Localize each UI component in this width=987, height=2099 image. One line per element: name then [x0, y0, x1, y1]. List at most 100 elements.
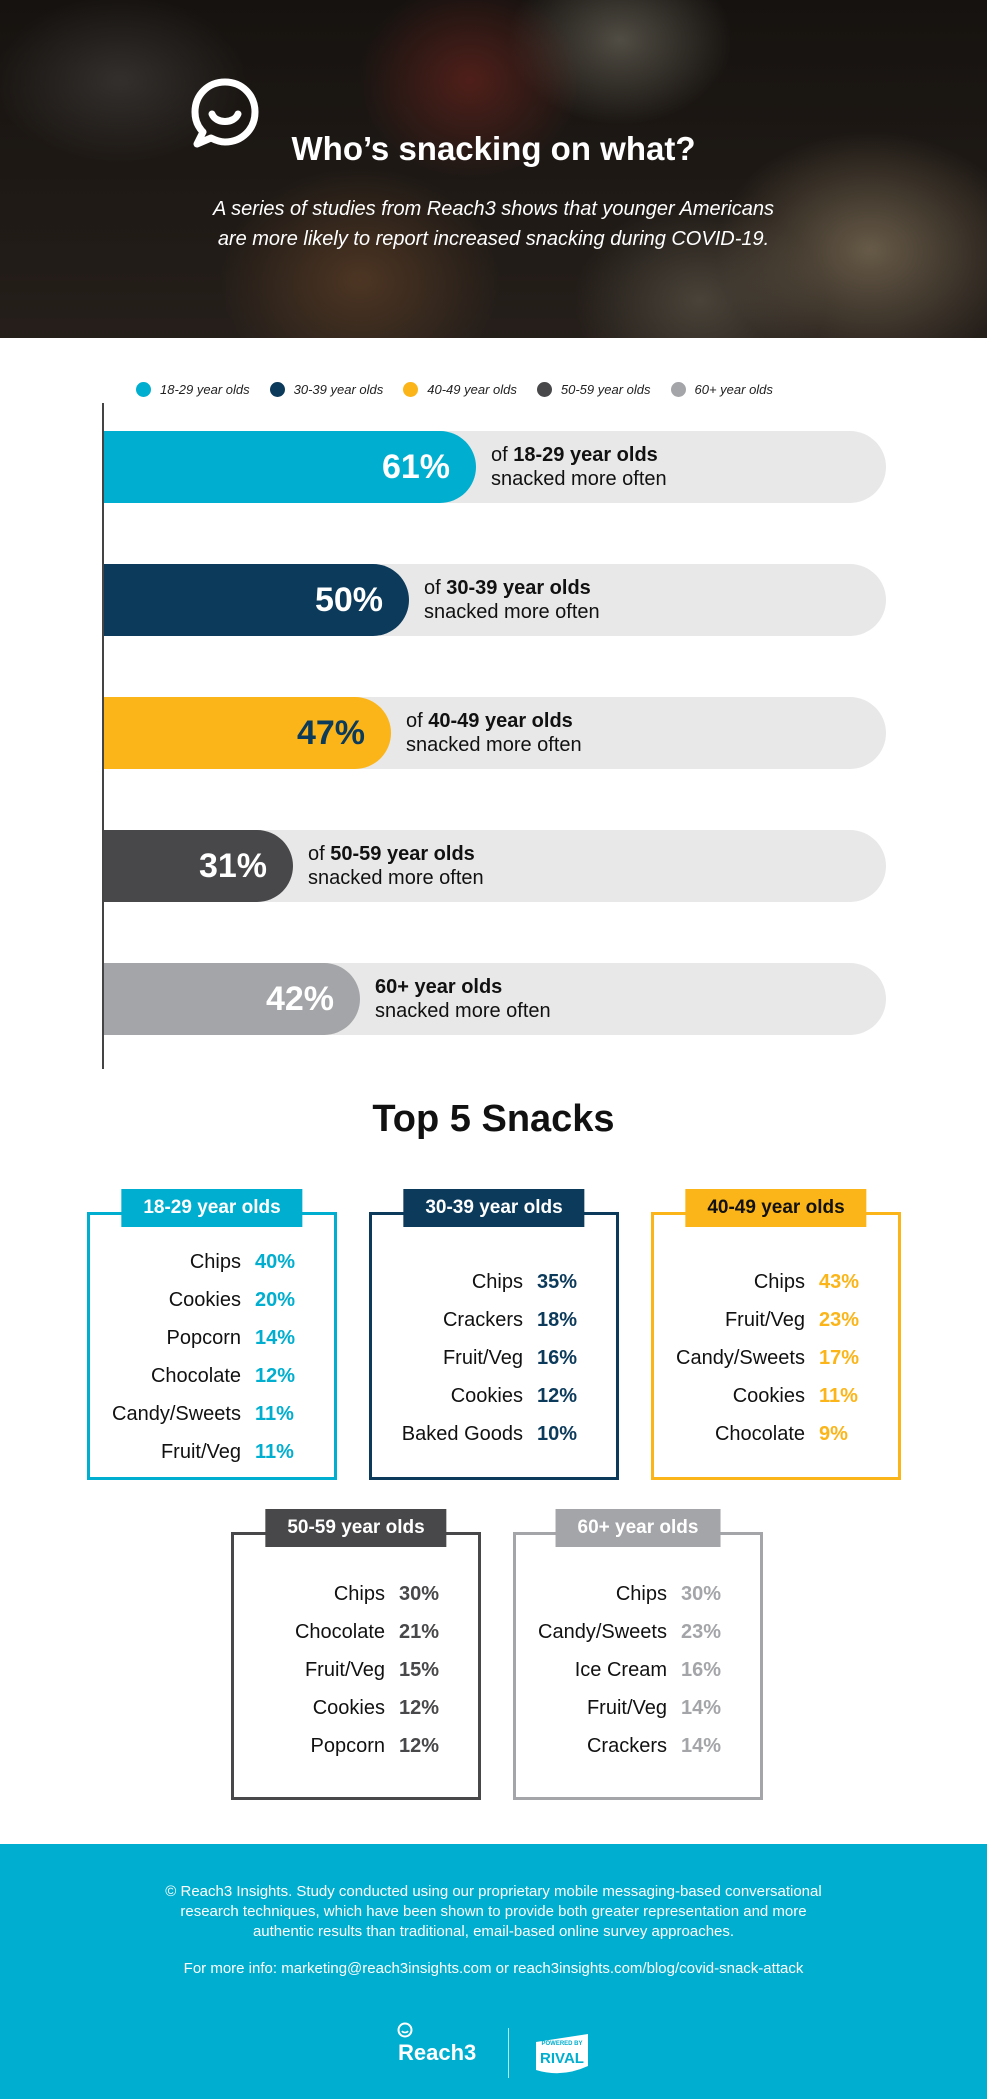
bar-value-label: 47%	[296, 714, 365, 752]
snack-name: Cookies	[168, 1288, 241, 1311]
snack-percent: 20%	[255, 1288, 296, 1311]
snack-row: Chips 43%	[654, 1263, 898, 1301]
legend-label: 50-59 year olds	[560, 381, 651, 397]
snack-percent: 21%	[399, 1620, 440, 1643]
bar-description-group: 30-39 year olds	[446, 577, 591, 599]
snack-percent: 11%	[819, 1384, 858, 1407]
snack-box-label: 60+ year olds	[555, 1509, 721, 1547]
snack-percent: 11%	[255, 1402, 294, 1425]
snack-box: 50-59 year olds Chips 30% Chocolate 21% Fruit…	[231, 1509, 481, 1800]
snack-row: Cookies 11%	[654, 1377, 898, 1415]
snack-percent: 14%	[681, 1696, 722, 1719]
snack-row: Chocolate 12%	[90, 1357, 334, 1395]
bar-value-label: 61%	[381, 448, 450, 486]
snack-row: Chips 30%	[234, 1575, 478, 1613]
bar-description-suffix: snacked more often	[406, 734, 582, 756]
svg-text:POWERED BY: POWERED BY	[541, 2041, 582, 2047]
snack-percent: 11%	[255, 1440, 294, 1463]
bar-description-prefix: of	[424, 577, 447, 599]
snack-name: Cookies	[312, 1696, 385, 1719]
snack-percent: 15%	[399, 1658, 440, 1681]
footer-contact-info: For more info: marketing@reach3insights.…	[183, 1960, 804, 1977]
snack-row: Cookies 20%	[90, 1281, 334, 1319]
snack-name: Fruit/Veg	[442, 1346, 523, 1369]
snack-name: Chips	[471, 1270, 523, 1293]
page-subtitle: A series of studies from Reach3 shows th…	[213, 198, 774, 250]
snack-name: Popcorn	[310, 1734, 386, 1757]
snack-box-label: 18-29 year olds	[121, 1189, 303, 1227]
bar-description: of 30-39 year olds snacked more often	[424, 576, 600, 624]
bar-value-label: 31%	[198, 847, 267, 885]
snack-row: Chocolate 21%	[234, 1613, 478, 1651]
bar-value-label: 50%	[314, 581, 383, 619]
snack-percent: 18%	[537, 1308, 578, 1331]
snack-percent: 14%	[255, 1326, 296, 1349]
bar-description: 60+ year olds snacked more often	[375, 975, 551, 1023]
snack-name: Fruit/Veg	[586, 1696, 667, 1719]
bar-value-label: 42%	[265, 980, 334, 1018]
snack-list: Chips 43% Fruit/Veg 23% Candy/Sweets 17% Cooki…	[654, 1263, 898, 1453]
bar-description-suffix: snacked more often	[308, 867, 484, 889]
legend-dot-icon	[269, 381, 285, 397]
legend-label: 30-39 year olds	[293, 381, 384, 397]
legend-label: 60+ year olds	[694, 381, 773, 397]
bar-fill	[104, 431, 476, 503]
hero-banner: Who’s snacking on what? A series of stud…	[0, 0, 987, 338]
snack-row: Popcorn 12%	[234, 1727, 478, 1765]
snack-percent: 40%	[255, 1250, 296, 1273]
bar-description: of 40-49 year olds snacked more often	[406, 709, 582, 757]
snack-name: Fruit/Veg	[724, 1308, 805, 1331]
snack-percent: 12%	[537, 1384, 578, 1407]
bar-fill	[104, 564, 409, 636]
snack-row: Popcorn 14%	[90, 1319, 334, 1357]
snack-box: 18-29 year olds Chips 40% Cookies 20% Popcorn…	[87, 1189, 337, 1480]
snack-percent: 12%	[255, 1364, 296, 1387]
bar-description-suffix: snacked more often	[424, 601, 600, 623]
bar-fill	[104, 830, 293, 902]
legend-item: 60+ year olds	[670, 381, 773, 397]
legend-dot-icon	[670, 381, 686, 397]
snack-name: Crackers	[586, 1734, 667, 1757]
bar-description: of 18-29 year olds snacked more often	[491, 443, 667, 491]
snack-row: Fruit/Veg 11%	[90, 1433, 334, 1471]
snack-box: 60+ year olds Chips 30% Candy/Sweets 23% Ice …	[513, 1509, 763, 1800]
snack-row: Fruit/Veg 14%	[516, 1689, 760, 1727]
bar-track: 61% of 18-29 year olds snacked more often	[104, 431, 886, 503]
reach3-small-logo-icon	[397, 2022, 413, 2038]
snack-name: Fruit/Veg	[304, 1658, 385, 1681]
snack-name: Chocolate	[150, 1364, 241, 1387]
legend-label: 40-49 year olds	[427, 381, 517, 397]
legend-dot-icon	[536, 381, 552, 397]
bar-track: 47% of 40-49 year olds snacked more often	[104, 697, 886, 769]
snack-row: Ice Cream 16%	[516, 1651, 760, 1689]
snack-name: Baked Goods	[401, 1422, 523, 1445]
bar-track: 42% 60+ year olds snacked more often	[104, 963, 886, 1035]
snack-row: Chips 40%	[90, 1243, 334, 1281]
snack-row: Fruit/Veg 23%	[654, 1301, 898, 1339]
snack-row: Candy/Sweets 11%	[90, 1395, 334, 1433]
snack-percent: 12%	[399, 1734, 440, 1757]
bar-track: 50% of 30-39 year olds snacked more often	[104, 564, 886, 636]
snack-name: Chips	[333, 1582, 385, 1605]
footer: © Reach3 Insights. Study conducted using…	[0, 1844, 987, 2099]
snack-row: Candy/Sweets 17%	[654, 1339, 898, 1377]
legend-label: 18-29 year olds	[160, 381, 250, 397]
bar-description: of 50-59 year olds snacked more often	[308, 842, 484, 890]
snack-name: Candy/Sweets	[676, 1346, 805, 1369]
snack-name: Fruit/Veg	[160, 1440, 241, 1463]
snack-percent: 12%	[399, 1696, 440, 1719]
bar-description-group: 40-49 year olds	[428, 710, 573, 732]
legend-item: 30-39 year olds	[269, 381, 384, 397]
reach3-chat-logo-icon	[191, 78, 259, 148]
chart-legend: 18-29 year olds 30-39 year olds 40-49 year…	[136, 378, 793, 400]
snack-name: Chips	[615, 1582, 667, 1605]
snack-percent: 23%	[681, 1620, 722, 1643]
snack-percent: 17%	[819, 1346, 860, 1369]
bar-description-group: 60+ year olds	[375, 976, 503, 998]
snack-percent: 23%	[819, 1308, 860, 1331]
snack-percent: 16%	[537, 1346, 578, 1369]
bar-fill	[104, 697, 391, 769]
snack-name: Crackers	[442, 1308, 523, 1331]
snack-box-label: 50-59 year olds	[265, 1509, 447, 1547]
top5-title: Top 5 Snacks	[372, 1098, 615, 1140]
